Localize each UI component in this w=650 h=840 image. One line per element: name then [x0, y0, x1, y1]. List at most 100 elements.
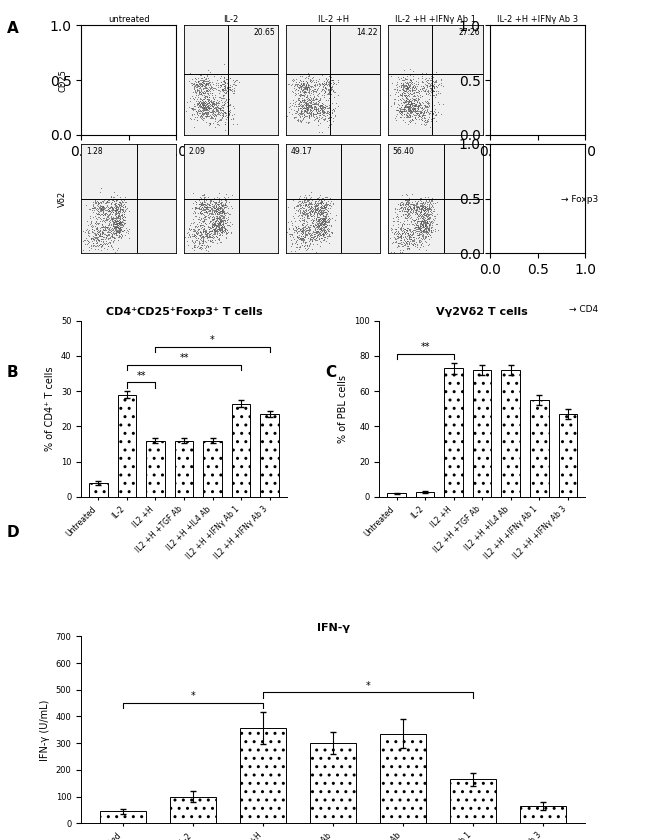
Point — [223, 78, 233, 92]
Point — [397, 197, 408, 211]
Point — [399, 110, 410, 123]
Point — [396, 224, 407, 238]
Point — [112, 78, 123, 92]
Point — [300, 197, 311, 211]
Point — [209, 104, 219, 118]
Point — [315, 103, 326, 117]
Point — [300, 208, 310, 222]
Point — [287, 237, 297, 250]
Point — [403, 203, 413, 217]
Point — [309, 89, 319, 102]
Point — [201, 202, 211, 216]
Point — [204, 225, 214, 239]
Point — [519, 216, 529, 229]
Point — [212, 212, 222, 225]
Point — [200, 217, 210, 230]
Point — [196, 230, 206, 244]
Point — [414, 109, 424, 123]
Point — [502, 102, 512, 115]
Point — [417, 113, 427, 127]
Point — [201, 217, 211, 230]
Point — [92, 72, 103, 86]
Point — [504, 69, 514, 82]
Point — [402, 80, 412, 93]
Point — [204, 112, 214, 125]
Point — [114, 223, 124, 236]
Point — [182, 227, 192, 240]
Point — [213, 192, 223, 206]
Point — [97, 239, 107, 252]
Point — [509, 92, 519, 106]
Point — [318, 216, 329, 229]
Point — [506, 87, 516, 101]
Point — [297, 102, 307, 116]
Point — [519, 213, 529, 227]
Point — [326, 87, 336, 101]
Point — [96, 217, 107, 230]
Point — [504, 233, 514, 246]
Point — [292, 221, 303, 234]
Point — [310, 104, 320, 118]
Point — [113, 112, 124, 125]
Point — [113, 221, 124, 234]
Point — [208, 99, 218, 113]
Point — [105, 106, 115, 119]
Point — [210, 222, 220, 235]
Point — [316, 204, 326, 218]
Point — [107, 202, 118, 216]
Point — [402, 73, 412, 87]
Point — [414, 207, 424, 221]
Point — [218, 92, 228, 105]
Point — [429, 76, 439, 89]
Point — [324, 113, 334, 127]
Point — [424, 208, 434, 222]
Point — [502, 108, 512, 122]
Point — [434, 78, 444, 92]
Point — [94, 238, 104, 251]
Point — [216, 92, 227, 105]
Point — [198, 71, 208, 85]
Point — [303, 71, 313, 85]
Point — [404, 75, 414, 88]
Point — [521, 207, 532, 220]
Point — [209, 206, 219, 219]
Point — [187, 73, 197, 87]
Point — [320, 81, 330, 94]
Point — [124, 94, 134, 108]
Point — [198, 74, 208, 87]
Point — [421, 115, 432, 129]
Point — [515, 101, 525, 114]
Point — [320, 223, 331, 237]
Point — [514, 230, 525, 244]
Point — [294, 203, 305, 217]
Point — [102, 106, 112, 119]
Point — [288, 74, 298, 87]
Point — [294, 202, 304, 216]
Point — [109, 215, 119, 228]
Point — [102, 228, 112, 242]
Point — [188, 101, 198, 114]
Point — [421, 224, 431, 238]
Point — [101, 234, 111, 248]
Point — [112, 86, 123, 99]
Point — [410, 102, 421, 115]
Point — [521, 216, 531, 229]
Point — [523, 223, 533, 236]
Point — [207, 216, 218, 229]
Point — [527, 192, 538, 205]
Point — [508, 108, 518, 121]
Point — [115, 221, 125, 234]
Point — [188, 80, 199, 93]
Point — [499, 192, 510, 205]
Point — [98, 74, 108, 87]
Point — [196, 207, 207, 221]
Point — [307, 80, 318, 93]
Point — [413, 222, 423, 235]
Point — [316, 218, 326, 231]
Point — [198, 111, 208, 124]
Point — [124, 81, 134, 95]
Point — [311, 199, 321, 213]
Point — [194, 218, 205, 232]
Point — [114, 81, 125, 94]
Point — [510, 101, 521, 114]
